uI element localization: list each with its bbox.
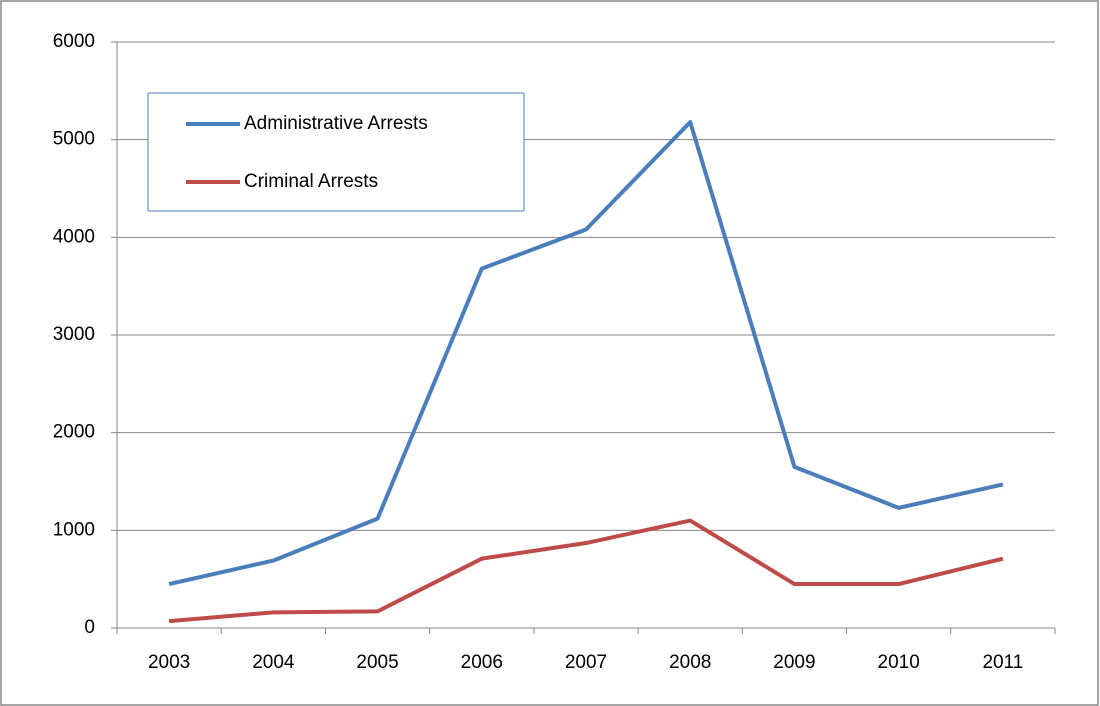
x-tick-label: 2007 (565, 652, 607, 673)
legend-label: Administrative Arrests (244, 113, 428, 134)
legend-label: Criminal Arrests (244, 171, 378, 192)
y-tick-label: 0 (84, 617, 95, 638)
y-tick-label: 6000 (53, 31, 95, 52)
y-tick-label: 4000 (53, 226, 95, 247)
x-tick-label: 2011 (982, 652, 1023, 673)
x-tick-label: 2005 (356, 652, 398, 673)
y-tick-label: 5000 (53, 129, 95, 150)
x-tick-label: 2003 (148, 652, 190, 673)
series-line (168, 518, 1004, 624)
x-tick-label: 2006 (461, 652, 503, 673)
x-tick-label: 2009 (773, 652, 815, 673)
legend-box (147, 92, 525, 212)
x-tick-label: 2010 (878, 652, 920, 673)
y-tick-label: 3000 (53, 324, 95, 345)
y-tick-label: 2000 (53, 422, 95, 443)
x-tick-label: 2008 (669, 652, 711, 673)
x-tick-label: 2004 (252, 652, 295, 673)
y-tick-label: 1000 (53, 519, 95, 540)
series-line (168, 120, 1004, 587)
